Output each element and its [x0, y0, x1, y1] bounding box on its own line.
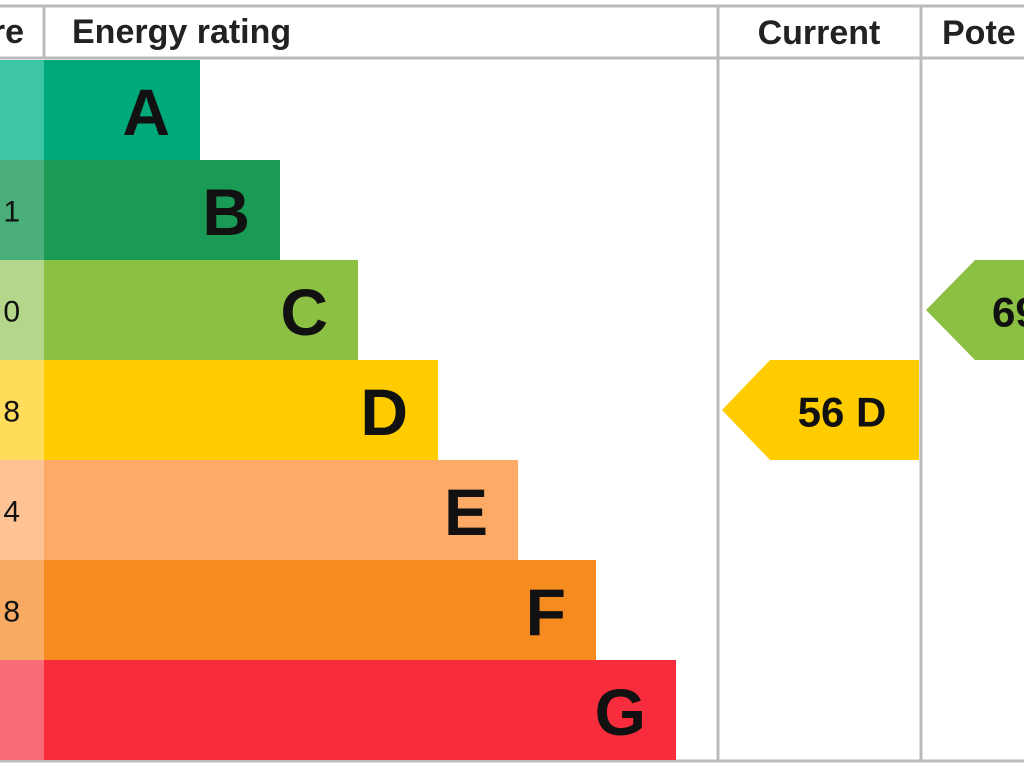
current-arrow	[722, 360, 919, 460]
band-letter: D	[360, 375, 408, 449]
rating-header: Energy rating	[72, 13, 291, 51]
score-cell	[0, 560, 44, 660]
rating-bar	[44, 460, 518, 560]
rating-bar	[44, 60, 200, 160]
rating-bar	[44, 160, 280, 260]
score-cell	[0, 360, 44, 460]
band-score: 8	[3, 396, 20, 429]
score-cell	[0, 60, 44, 160]
rating-bar	[44, 360, 438, 460]
potential-header: Pote	[942, 14, 1016, 52]
score-header: re	[0, 13, 24, 51]
band-letter: C	[280, 275, 328, 349]
current-header: Current	[758, 14, 881, 52]
score-cell	[0, 460, 44, 560]
potential-arrow	[926, 260, 1024, 360]
rating-bar	[44, 560, 596, 660]
band-score: 8	[3, 596, 20, 629]
band-score: 1	[3, 196, 20, 229]
potential-label: 69	[992, 289, 1024, 336]
band-letter: A	[122, 75, 170, 149]
band-score: 0	[3, 296, 20, 329]
band-letter: G	[595, 675, 646, 749]
rating-bar	[44, 660, 676, 760]
score-cell	[0, 260, 44, 360]
score-cell	[0, 660, 44, 760]
rating-bar	[44, 260, 358, 360]
score-cell	[0, 160, 44, 260]
band-letter: E	[444, 475, 488, 549]
band-letter: B	[202, 175, 250, 249]
band-score: 4	[3, 496, 20, 529]
current-label: 56 D	[798, 389, 887, 436]
band-letter: F	[526, 575, 566, 649]
